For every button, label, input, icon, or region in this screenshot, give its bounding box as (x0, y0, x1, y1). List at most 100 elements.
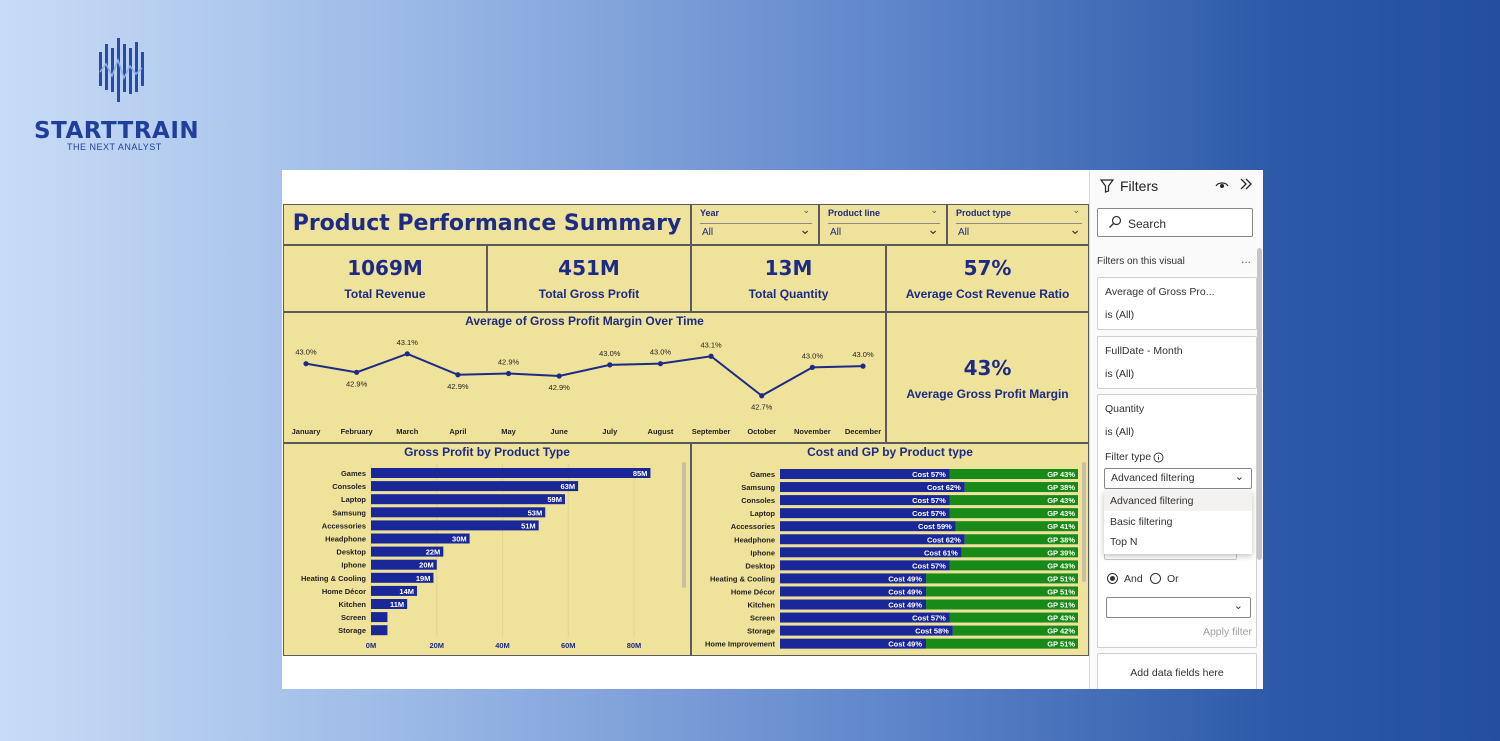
chevron-down-icon[interactable]: ⌄ (1233, 600, 1243, 612)
gross-profit-margin-line (305, 352, 864, 397)
kpi-average-cost-revenue-ratio[interactable]: 57% Average Cost Revenue Ratio (886, 245, 1089, 312)
category-label: Consoles (332, 482, 366, 491)
chart-title: Gross Profit by Product Type (404, 445, 570, 459)
category-label: Games (341, 469, 366, 478)
second-condition-dropdown[interactable]: ⌄ (1106, 597, 1251, 618)
x-tick-label: 60M (561, 641, 576, 650)
gp-label: GP 43% (1047, 509, 1075, 518)
eye-icon[interactable] (1215, 179, 1229, 191)
bar (371, 585, 418, 596)
category-label: Storage (338, 626, 366, 635)
chart-scrollbar (682, 462, 686, 588)
category-label: Accessories (322, 521, 366, 530)
chevron-down-icon[interactable]: ⌄ (1234, 471, 1244, 483)
slicer-product-line[interactable]: Product line ⌄ All ⌄ (819, 204, 947, 245)
x-tick-label: 80M (627, 641, 642, 650)
chart-scrollbar (1082, 462, 1086, 582)
menu-item-basic-filtering[interactable]: Basic filtering (1110, 516, 1173, 528)
kpi-value: 13M (764, 256, 813, 280)
filters-search-input[interactable]: Search (1097, 208, 1253, 237)
chevron-down-icon[interactable]: ⌄ (927, 221, 939, 237)
kpi-average-gross-profit-margin[interactable]: 43% Average Gross Profit Margin (886, 312, 1089, 443)
filters-scrollbar[interactable] (1257, 248, 1262, 560)
kpi-total-gross-profit[interactable]: 451M Total Gross Profit (487, 245, 691, 312)
report-canvas: Product Performance Summary Year ⌄ All ⌄… (282, 170, 1089, 689)
gp-label: GP 41% (1047, 522, 1075, 531)
kpi-label: Average Gross Profit Margin (906, 387, 1069, 401)
bar (371, 494, 565, 505)
line-chart-tile[interactable]: Average of Gross Profit Margin Over Time… (283, 312, 886, 443)
line-point (759, 393, 765, 399)
filter-type-menu: Advanced filtering Basic filtering Top N (1104, 491, 1252, 554)
bar-value-label: 63M (561, 482, 576, 491)
kpi-total-revenue[interactable]: 1069M Total Revenue (283, 245, 487, 312)
add-data-fields-dropzone[interactable]: Add data fields here (1097, 653, 1257, 689)
line-point (556, 373, 562, 379)
slicer-value[interactable]: All (830, 227, 842, 238)
data-label: 42.9% (498, 358, 520, 367)
chevron-down-icon[interactable]: ⌄ (802, 205, 810, 215)
filter-icon (1100, 179, 1114, 193)
line-point (354, 369, 360, 375)
title-tile: Product Performance Summary (283, 204, 691, 245)
line-point (809, 364, 815, 370)
line-point (860, 363, 866, 369)
filter-type-dropdown[interactable]: Advanced filtering ⌄ (1104, 468, 1252, 489)
data-label: 42.9% (549, 383, 571, 392)
chevron-down-icon[interactable]: ⌄ (799, 221, 811, 237)
chevron-down-icon[interactable]: ⌄ (1072, 205, 1080, 215)
kpi-value: 1069M (347, 256, 423, 280)
x-tick-label: January (292, 427, 322, 436)
category-label: Heating & Cooling (301, 574, 366, 583)
data-label: 43.1% (397, 338, 419, 347)
data-label: 43.0% (802, 351, 824, 360)
chevron-down-icon[interactable]: ⌄ (1069, 221, 1081, 237)
kpi-total-quantity[interactable]: 13M Total Quantity (691, 245, 886, 312)
gross-profit-bar-chart[interactable]: 0M 20M 40M 60M 80M Games 85M Consoles 63M Laptop 5… (284, 444, 690, 655)
gp-label: GP 51% (1047, 601, 1075, 610)
slicer-year[interactable]: Year ⌄ All ⌄ (691, 204, 819, 245)
chevron-down-icon[interactable]: ⌄ (930, 205, 938, 215)
slicer-value[interactable]: All (958, 227, 970, 238)
bar-value-label: 59M (547, 495, 562, 504)
stacked-chart-tile[interactable]: Cost and GP by Product type Games Cost 57… (691, 443, 1089, 656)
slicer-product-type[interactable]: Product type ⌄ All ⌄ (947, 204, 1089, 245)
cost-label: Cost 61% (924, 548, 958, 557)
gp-bar (961, 547, 1078, 558)
category-label: Games (750, 470, 775, 479)
or-radio[interactable] (1150, 573, 1161, 584)
menu-item-advanced-filtering[interactable]: Advanced filtering (1104, 491, 1252, 511)
menu-item-top-n[interactable]: Top N (1110, 536, 1138, 548)
x-tick-label: 20M (429, 641, 444, 650)
cost-gp-stacked-chart[interactable]: Games Cost 57% GP 43% Samsung Cost 62% GP 38%… (692, 444, 1088, 655)
cost-label: Cost 49% (888, 587, 922, 596)
gp-label: GP 43% (1047, 470, 1075, 479)
x-tick-label: February (341, 427, 374, 436)
filter-card-month[interactable]: FullDate - Month is (All) (1097, 336, 1257, 389)
gp-label: GP 38% (1047, 535, 1075, 544)
bar-value-label: 30M (452, 535, 467, 544)
bar-chart-tile[interactable]: Gross Profit by Product Type 0M 20M 40M 60M… (283, 443, 691, 656)
apply-filter-button[interactable]: Apply filter (1202, 626, 1252, 638)
data-label: 42.9% (346, 379, 368, 388)
data-label: 43.0% (852, 350, 874, 359)
category-label: Consoles (741, 496, 775, 505)
filter-card-gross-profit[interactable]: Average of Gross Pro... is (All) (1097, 277, 1257, 330)
gp-bar (964, 482, 1078, 493)
and-radio[interactable] (1107, 573, 1118, 584)
data-label: 42.7% (751, 403, 773, 412)
cost-bar (780, 482, 965, 493)
category-label: Screen (750, 614, 775, 623)
cost-bar (780, 534, 965, 545)
info-icon[interactable] (1153, 452, 1164, 463)
gp-label: GP 38% (1047, 483, 1075, 492)
cost-bar (780, 573, 927, 584)
slicer-value[interactable]: All (702, 227, 714, 238)
and-label: And (1124, 573, 1143, 585)
kpi-value: 57% (963, 256, 1012, 280)
data-label: 43.0% (295, 348, 317, 357)
gross-profit-margin-line-chart[interactable]: 43.0% January 42.9% February 43.1% March 42.9%… (284, 313, 885, 442)
collapse-icon[interactable] (1239, 178, 1253, 190)
cost-bar (780, 638, 927, 649)
more-options-icon[interactable]: ... (1240, 252, 1251, 266)
